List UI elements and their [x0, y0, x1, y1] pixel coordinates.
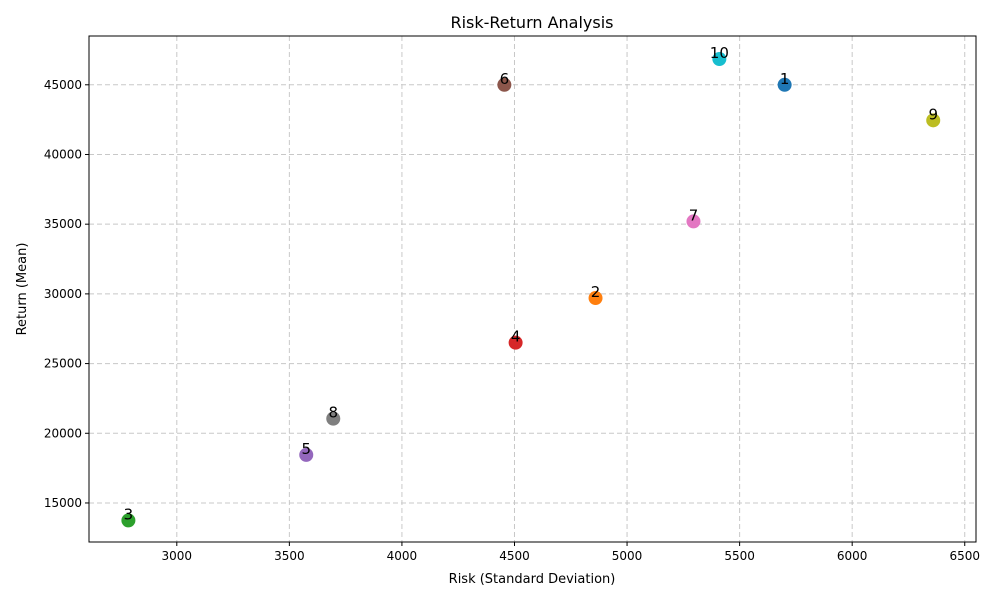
- y-tick-label: 25000: [44, 357, 82, 371]
- data-point-1: [777, 77, 792, 92]
- x-tick-label: 3000: [162, 549, 193, 563]
- y-axis-ticks: 15000 20000 25000 30000 35000 40000 45000: [44, 78, 89, 510]
- data-point-6: [497, 77, 512, 92]
- y-tick-label: 35000: [44, 217, 82, 231]
- point-label-3: 3: [124, 505, 134, 523]
- x-tick-label: 6500: [949, 549, 980, 563]
- y-tick-label: 45000: [44, 78, 82, 92]
- point-label-9: 9: [928, 105, 938, 123]
- data-point-8: [326, 411, 341, 426]
- point-label-7: 7: [689, 206, 699, 224]
- x-tick-label: 3500: [274, 549, 305, 563]
- data-points: [121, 52, 941, 528]
- chart-title: Risk-Return Analysis: [450, 13, 613, 32]
- x-axis-label: Risk (Standard Deviation): [449, 572, 616, 587]
- point-label-10: 10: [710, 44, 729, 62]
- data-point-7: [686, 214, 701, 229]
- grid: [89, 36, 976, 542]
- point-labels: 1 2 3 4 5 6 7 8 9 10: [124, 44, 938, 523]
- data-point-2: [588, 291, 603, 306]
- x-tick-label: 4000: [387, 549, 418, 563]
- point-label-4: 4: [511, 328, 521, 346]
- point-label-1: 1: [780, 70, 790, 88]
- plot-frame: [88, 35, 977, 543]
- y-tick-label: 20000: [44, 426, 82, 440]
- point-label-8: 8: [328, 404, 338, 422]
- point-label-2: 2: [591, 283, 601, 301]
- x-tick-label: 5000: [612, 549, 643, 563]
- data-point-3: [121, 513, 136, 528]
- y-tick-label: 30000: [44, 287, 82, 301]
- point-label-6: 6: [500, 70, 510, 88]
- y-tick-label: 40000: [44, 147, 82, 161]
- data-point-9: [926, 113, 941, 128]
- x-tick-label: 6000: [837, 549, 868, 563]
- data-point-5: [299, 447, 314, 462]
- data-point-10: [712, 52, 727, 66]
- y-axis-label: Return (Mean): [15, 243, 30, 336]
- data-point-4: [508, 335, 523, 350]
- x-axis-ticks: 3000 3500 4000 4500 5000 5500 6000 6500: [162, 542, 980, 563]
- y-tick-label: 15000: [44, 496, 82, 510]
- point-label-5: 5: [301, 440, 311, 458]
- x-tick-label: 5500: [724, 549, 755, 563]
- x-tick-label: 4500: [499, 549, 530, 563]
